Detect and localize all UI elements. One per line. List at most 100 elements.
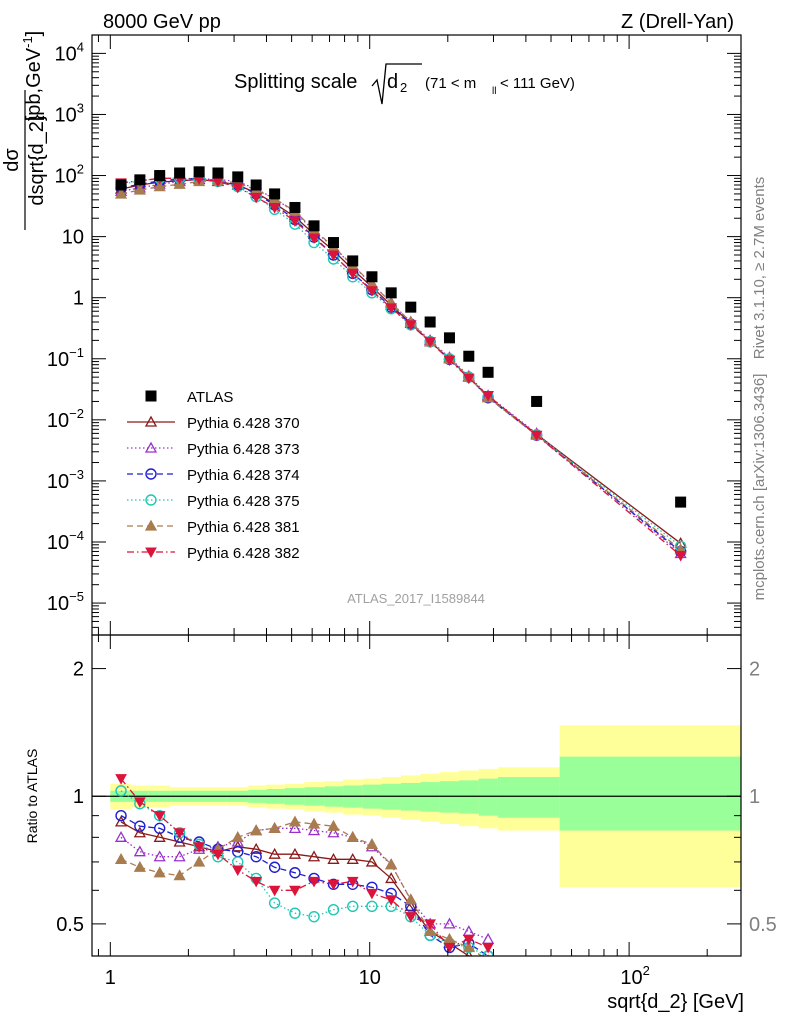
data-point [153, 180, 166, 192]
legend-marker [144, 441, 158, 453]
x-tick-label: 102 [620, 963, 649, 989]
ratio-point [250, 876, 263, 888]
ratio-point [288, 815, 302, 827]
data-point [443, 332, 455, 344]
ratio-y-tick-label-right: 2 [749, 659, 760, 681]
legend-entry: Pythia 6.428 374 [127, 467, 300, 484]
series-line [120, 180, 682, 551]
legend-label: Pythia 6.428 375 [187, 493, 300, 510]
ratio-point [114, 830, 128, 842]
ratio-point [115, 774, 127, 785]
ratio-point [153, 822, 166, 835]
uncertainty-band-inner [497, 777, 560, 818]
ratio-point [268, 885, 281, 897]
ratio-point [133, 845, 146, 857]
data-point [405, 301, 417, 313]
data-point [327, 250, 340, 262]
ratio-point [115, 785, 127, 797]
ratio-point [327, 826, 340, 838]
x-tick-label: 10 [359, 967, 381, 989]
ratio-point [481, 932, 495, 944]
legend-marker [145, 390, 157, 402]
ratio-point [250, 824, 263, 836]
ratio-pythia-6-428-370 [114, 815, 473, 956]
ratio-point [193, 855, 206, 867]
data-point [366, 271, 378, 283]
ratio-point [308, 910, 320, 923]
ratio-point [289, 907, 301, 919]
legend-marker [145, 547, 157, 559]
ratio-point [366, 888, 378, 900]
title-range-pre: (71 < m [425, 75, 476, 92]
ratio-point [346, 830, 359, 842]
main-plot: ATLAS Pythia 6.428 370 Pythia 6.428 373 Pyt… [114, 166, 687, 562]
ratio-point [153, 830, 166, 842]
series-line [120, 178, 682, 554]
ratio-point [153, 850, 166, 862]
data-point [134, 174, 146, 186]
ratio-point [173, 828, 186, 839]
ratio-line [120, 821, 483, 956]
ratio-ylabel: Ratio to ATLAS [24, 749, 40, 844]
data-point [675, 496, 687, 508]
legend-entry: ATLAS [145, 389, 233, 406]
data-point [462, 373, 475, 385]
data-point [424, 337, 436, 348]
x-tick-label: 1 [105, 967, 116, 989]
ratio-point [288, 822, 302, 833]
ratio-point [346, 852, 359, 864]
ratio-point [134, 797, 146, 808]
ratio-point [487, 954, 490, 956]
y-tick-label: 103 [55, 100, 84, 126]
data-point [154, 170, 166, 182]
y-tick-label: 10−3 [47, 467, 84, 493]
legend: ATLAS Pythia 6.428 370 Pythia 6.428 373 Pyt… [127, 389, 300, 562]
legend-marker [145, 494, 157, 506]
data-point [232, 171, 244, 183]
title-range-post: < 111 GeV) [500, 75, 575, 92]
data-point [212, 167, 224, 179]
ratio-point [173, 869, 186, 881]
ratio-point [327, 852, 340, 864]
legend-entry: Pythia 6.428 370 [127, 415, 300, 432]
data-point [674, 551, 687, 562]
data-point [385, 287, 397, 299]
ratio-point [173, 850, 186, 862]
data-point [463, 350, 475, 362]
ratio-point [424, 925, 437, 937]
ratio-point [443, 917, 456, 929]
ratio-point [114, 815, 128, 827]
ylabel-denominator: dsqrt{d_2} [26, 114, 48, 206]
ratio-point [327, 879, 340, 891]
data-point [385, 303, 398, 314]
ratio-pythia-6-428-382 [115, 774, 494, 954]
data-point [366, 286, 378, 297]
ratio-line [120, 815, 489, 956]
ratio-point [231, 865, 244, 877]
data-point [482, 366, 494, 378]
main-title: Splitting scale d 2 (71 < m ll < 111 GeV… [234, 63, 575, 105]
data-point [530, 430, 543, 442]
ratio-point [307, 817, 321, 829]
mcplots-label: mcplots.cern.ch [arXiv:1306.3436] [751, 374, 768, 601]
ratio-point [404, 893, 417, 905]
data-point [250, 179, 262, 191]
legend-label: Pythia 6.428 373 [187, 441, 300, 458]
series-line [120, 178, 681, 544]
ratio-point [307, 824, 321, 836]
ratio-point [482, 942, 494, 954]
ratio-point [404, 912, 417, 923]
data-point [347, 255, 359, 267]
data-point [115, 179, 127, 191]
ylabel-unit: [pb,GeV-1] [20, 31, 45, 122]
legend-entry: Pythia 6.428 381 [127, 519, 300, 536]
ratio-point [268, 822, 281, 833]
data-point [250, 192, 263, 204]
data-point [289, 201, 301, 213]
rivet-label: Rivet 3.1.10, ≥ 2.7M events [751, 177, 768, 360]
data-point [174, 167, 186, 179]
legend-marker [144, 415, 158, 427]
ratio-pythia-6-428-381 [114, 815, 490, 956]
data-point [193, 166, 205, 178]
